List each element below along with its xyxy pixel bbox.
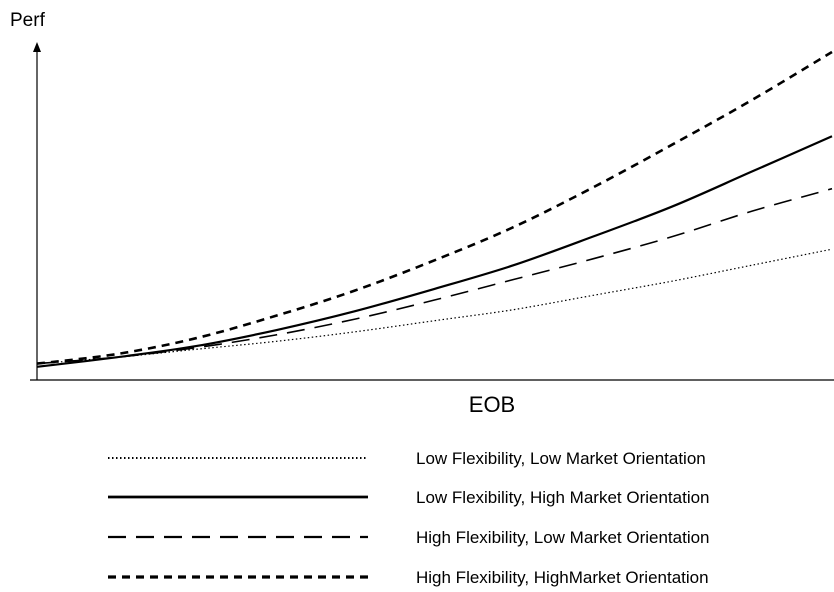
- series-group: [36, 50, 833, 368]
- y-axis-label: Perf: [10, 10, 46, 31]
- legend-label-3: High Flexibility, Low Market Orientation: [416, 528, 710, 547]
- series-line-3: [36, 187, 833, 365]
- series-line-1: [36, 248, 833, 365]
- legend-label-1: Low Flexibility, Low Market Orientation: [416, 449, 706, 468]
- series-line-4: [36, 50, 833, 365]
- y-axis-arrow-icon: [33, 42, 41, 52]
- x-axis-label: EOB: [469, 392, 515, 417]
- legend-label-4: High Flexibility, HighMarket Orientation: [416, 568, 709, 587]
- legend-label-2: Low Flexibility, High Market Orientation: [416, 488, 710, 507]
- legend: Low Flexibility, Low Market Orientation L…: [108, 449, 710, 587]
- series-line-2: [36, 135, 833, 368]
